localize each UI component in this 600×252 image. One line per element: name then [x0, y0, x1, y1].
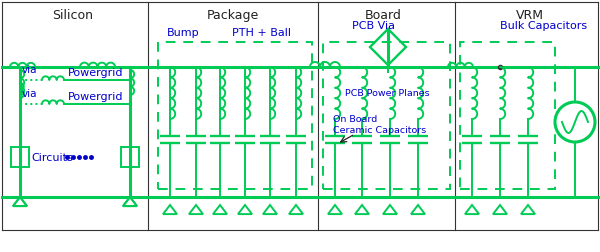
- Text: Circuits: Circuits: [31, 152, 73, 162]
- Bar: [158, 43, 312, 189]
- Bar: [121, 147, 139, 167]
- Text: Bump: Bump: [167, 28, 199, 38]
- Bar: [460, 43, 555, 189]
- Text: PCB Via: PCB Via: [352, 21, 395, 31]
- Text: Silicon: Silicon: [53, 9, 94, 22]
- Text: Powergrid: Powergrid: [68, 92, 124, 102]
- Text: Package: Package: [207, 9, 259, 22]
- Text: Powergrid: Powergrid: [68, 68, 124, 78]
- Text: via: via: [22, 65, 37, 75]
- Text: PTH + Ball: PTH + Ball: [233, 28, 292, 38]
- Bar: [323, 43, 450, 189]
- Text: VRM: VRM: [516, 9, 544, 22]
- Text: PCB Power Planes: PCB Power Planes: [345, 88, 430, 97]
- Bar: [11, 147, 29, 167]
- Text: Bulk Capacitors: Bulk Capacitors: [500, 21, 587, 31]
- Text: via: via: [22, 89, 37, 99]
- Text: On Board
Ceramic Capacitors: On Board Ceramic Capacitors: [333, 114, 426, 135]
- Text: Board: Board: [365, 9, 401, 22]
